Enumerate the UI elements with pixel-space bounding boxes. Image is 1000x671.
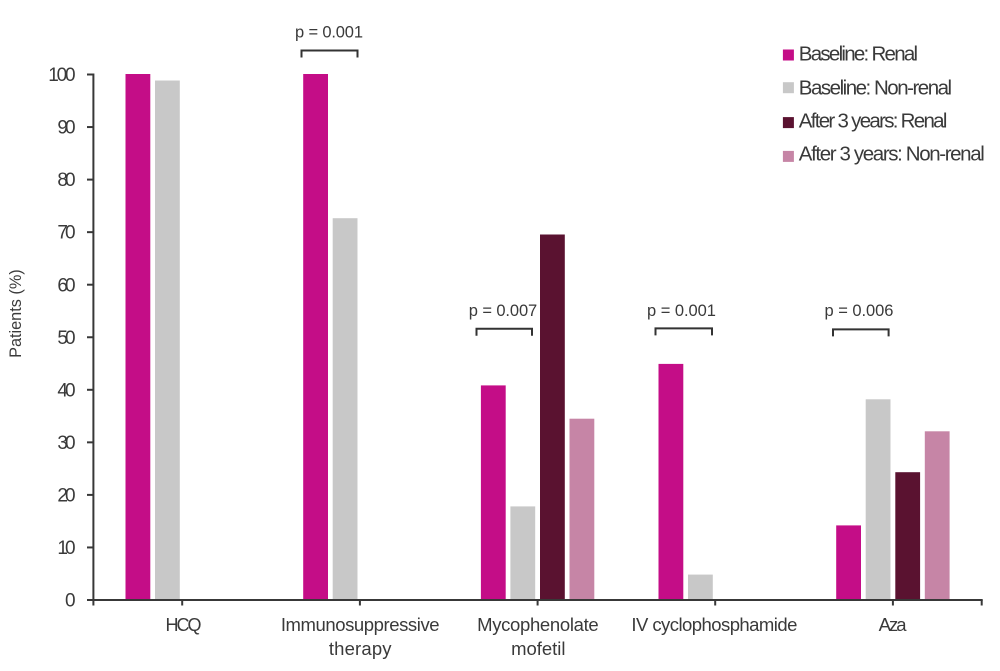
svg-text:100: 100: [48, 65, 75, 86]
svg-text:Mycophenolate: Mycophenolate: [477, 614, 599, 635]
svg-text:90: 90: [57, 118, 75, 139]
svg-text:mofetil: mofetil: [511, 638, 565, 659]
svg-text:p = 0.001: p = 0.001: [647, 302, 716, 320]
svg-text:Aza: Aza: [879, 614, 908, 635]
svg-text:40: 40: [57, 380, 75, 401]
svg-text:Immunosuppressive: Immunosuppressive: [281, 614, 440, 635]
svg-text:50: 50: [57, 328, 75, 349]
svg-text:After 3 years: Renal: After 3 years: Renal: [799, 109, 948, 132]
svg-text:p = 0.001: p = 0.001: [295, 24, 363, 42]
svg-text:therapy: therapy: [329, 638, 392, 659]
svg-text:Patients (%): Patients (%): [6, 269, 25, 358]
svg-text:10: 10: [57, 538, 75, 559]
svg-text:p = 0.007: p = 0.007: [469, 302, 537, 320]
svg-text:Baseline: Renal: Baseline: Renal: [799, 42, 918, 65]
svg-text:HCQ: HCQ: [166, 615, 202, 635]
svg-text:Baseline: Non-renal: Baseline: Non-renal: [799, 77, 952, 100]
svg-text:20: 20: [57, 486, 75, 507]
svg-text:After 3 years: Non-renal: After 3 years: Non-renal: [799, 143, 985, 166]
svg-text:60: 60: [57, 275, 75, 296]
svg-text:70: 70: [57, 223, 75, 244]
svg-text:30: 30: [57, 433, 75, 454]
svg-text:80: 80: [57, 170, 75, 191]
svg-text:p = 0.006: p = 0.006: [825, 302, 894, 320]
svg-text:0: 0: [65, 591, 76, 612]
svg-text:IV cyclophosphamide: IV cyclophosphamide: [631, 614, 797, 635]
